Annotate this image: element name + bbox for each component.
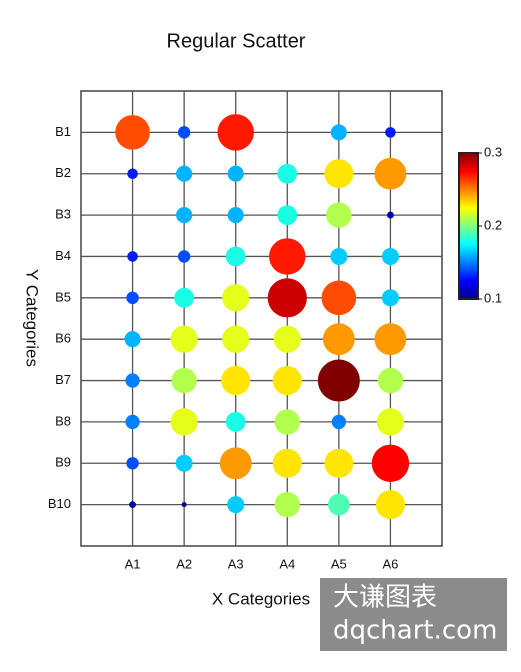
bubble bbox=[176, 207, 193, 224]
watermark-text: dqchart.com bbox=[333, 616, 497, 646]
x-tick-label: A5 bbox=[331, 556, 347, 571]
y-tick-label: B8 bbox=[55, 413, 71, 428]
y-axis-label: Y Categories bbox=[23, 269, 42, 367]
watermark-text: 大谦图表 bbox=[333, 583, 437, 613]
colorbar bbox=[458, 152, 479, 300]
bubble bbox=[171, 367, 197, 394]
bubble bbox=[176, 165, 193, 182]
bubble bbox=[269, 238, 306, 275]
bubble bbox=[272, 366, 302, 396]
bubble bbox=[177, 250, 191, 263]
x-tick-label: A6 bbox=[382, 556, 398, 571]
watermark-box bbox=[320, 578, 507, 651]
bubble bbox=[127, 251, 138, 262]
bubble bbox=[222, 325, 250, 353]
bubble bbox=[274, 491, 300, 518]
bubble bbox=[221, 366, 251, 396]
bubble bbox=[385, 127, 396, 138]
bubble bbox=[272, 448, 302, 478]
bubble bbox=[381, 289, 399, 307]
bubble bbox=[267, 278, 307, 318]
bubble bbox=[321, 280, 357, 316]
x-tick-label: A2 bbox=[176, 556, 192, 571]
colorbar-tick-label: 0.1 bbox=[484, 290, 502, 305]
y-tick-label: B2 bbox=[55, 165, 71, 180]
y-tick-label: B5 bbox=[55, 289, 71, 304]
bubble bbox=[177, 126, 191, 139]
bubble bbox=[125, 414, 140, 430]
x-tick-label: A4 bbox=[279, 556, 295, 571]
bubble bbox=[175, 454, 193, 472]
bubble bbox=[375, 490, 405, 520]
y-tick-label: B9 bbox=[55, 455, 71, 470]
bubble bbox=[324, 448, 354, 478]
bubble bbox=[227, 165, 244, 182]
watermark: 大谦图表 dqchart.com bbox=[320, 578, 507, 651]
bubble bbox=[222, 284, 250, 312]
bubble bbox=[129, 501, 136, 509]
bubble bbox=[371, 444, 410, 482]
x-tick-label: A1 bbox=[125, 556, 141, 571]
bubble bbox=[125, 373, 140, 388]
y-tick-label: B10 bbox=[48, 496, 71, 511]
x-axis-label: X Categories bbox=[212, 589, 310, 608]
bubble bbox=[126, 291, 139, 305]
bubble bbox=[277, 205, 298, 225]
y-tick-label: B7 bbox=[55, 372, 71, 387]
bubble bbox=[273, 325, 301, 353]
bubble bbox=[274, 409, 300, 435]
chart-title: Regular Scatter bbox=[167, 30, 306, 52]
bubble bbox=[377, 367, 404, 394]
bubble bbox=[324, 159, 354, 189]
colorbar-tick-label: 0.3 bbox=[484, 144, 502, 159]
y-tick-label: B4 bbox=[55, 248, 71, 263]
bubble bbox=[181, 502, 187, 508]
bubble bbox=[374, 157, 407, 190]
bubble bbox=[217, 114, 254, 151]
bubble bbox=[219, 447, 252, 480]
bubble bbox=[225, 246, 246, 267]
bubble bbox=[330, 247, 348, 265]
x-tick-label: A3 bbox=[228, 556, 244, 571]
bubble bbox=[381, 247, 399, 265]
bubble bbox=[326, 202, 352, 228]
bubble bbox=[174, 287, 195, 308]
y-tick-label: B1 bbox=[55, 124, 71, 139]
bubble bbox=[225, 412, 246, 432]
bubble bbox=[227, 496, 245, 514]
plot-frame bbox=[80, 90, 443, 547]
bubble bbox=[374, 323, 407, 356]
bubble bbox=[126, 457, 139, 470]
bubble bbox=[376, 408, 405, 436]
bubble bbox=[127, 168, 138, 180]
bubble bbox=[170, 408, 198, 436]
bubble bbox=[317, 359, 360, 402]
bubble bbox=[328, 493, 350, 516]
colorbar-tick-label: 0.2 bbox=[484, 217, 502, 232]
y-tick-label: B6 bbox=[55, 331, 71, 346]
bubble bbox=[124, 331, 141, 348]
bubble bbox=[322, 323, 355, 356]
bubble bbox=[330, 124, 347, 141]
bubble bbox=[115, 115, 150, 150]
bubble bbox=[387, 211, 394, 219]
bubble bbox=[170, 325, 198, 353]
bubble bbox=[227, 207, 244, 224]
bubble bbox=[331, 414, 346, 430]
bubble bbox=[277, 163, 298, 184]
y-tick-label: B3 bbox=[55, 207, 71, 222]
